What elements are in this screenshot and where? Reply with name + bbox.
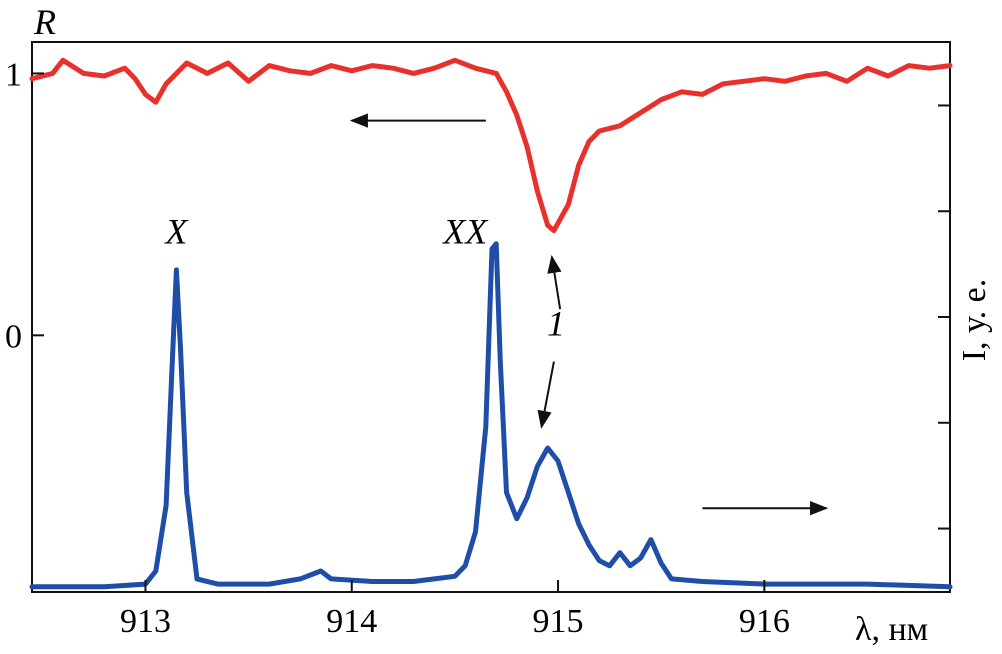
annotation-1: XX [441, 212, 489, 252]
annotation-2: 1 [547, 303, 565, 343]
series-line-0 [29, 57, 953, 234]
y-left-tick-label-1: 1 [5, 56, 22, 93]
text-layer: R λ, нм I, у. е. X XX1 [33, 2, 993, 648]
series-line-1 [29, 241, 953, 590]
annotation-0: X [163, 212, 189, 252]
x-axis-label: λ, нм [855, 611, 928, 648]
y-axis-right-label: I, у. е. [956, 279, 993, 362]
arrow-1-to-dip [547, 254, 562, 310]
series-layer [29, 57, 953, 590]
arrow-1-to-peak [537, 361, 555, 429]
x-tick-label-913: 913 [120, 603, 171, 640]
y-axis-left-label: R [33, 2, 56, 42]
x-tick-label-914: 914 [326, 603, 377, 640]
y-left-tick-label-0: 0 [5, 318, 22, 355]
tick-layer: 913 914 915 916 0 1 [5, 56, 950, 640]
arrow-layer [349, 113, 829, 516]
x-tick-label-916: 916 [739, 603, 790, 640]
x-tick-label-915: 915 [533, 603, 584, 640]
